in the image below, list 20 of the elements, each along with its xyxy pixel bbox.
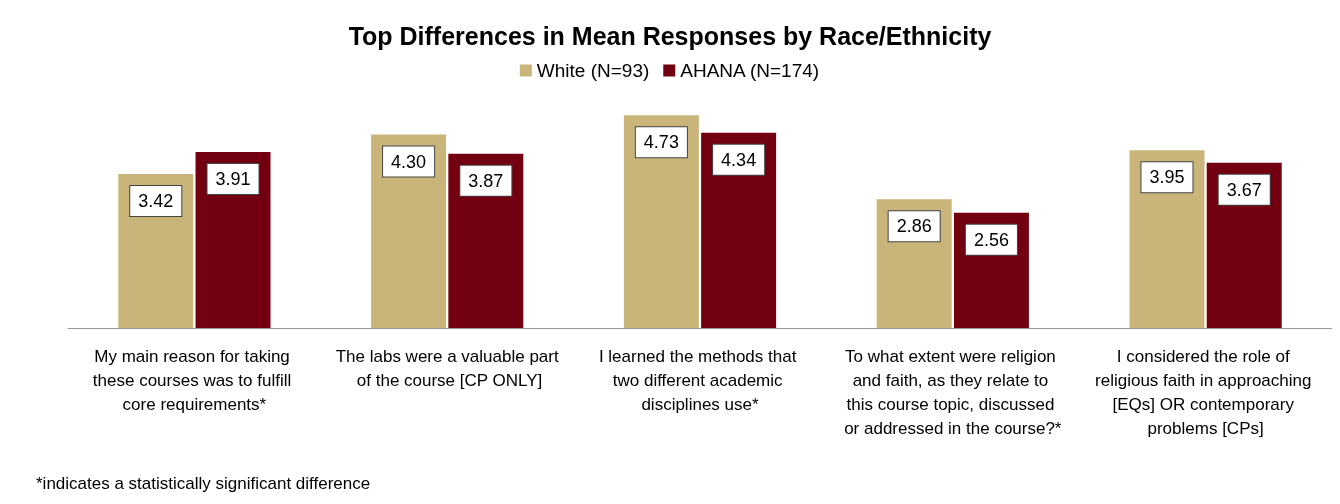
legend-label: AHANA (N=174) [680, 60, 820, 81]
x-tick-label: I considered the role of religious faith in approaching [EQs] OR contemporary problems [CPs] [1095, 346, 1317, 438]
x-tick-label: My main reason for taking these courses was to fulfill core requirements* [92, 346, 296, 414]
data-label: 4.73 [643, 132, 679, 153]
text: *indicates a statistically significant difference [36, 474, 371, 493]
data-label: 3.42 [138, 191, 174, 212]
data-label: 3.95 [1149, 167, 1185, 188]
x-tick-label: To what extent were religion and faith, as they relate to this course topic, discussed or addressed in the course?* [844, 346, 1062, 438]
data-label: 3.67 [1226, 179, 1262, 200]
chart-title: Top Differences in Mean Responses by Race/Ethnicity [348, 21, 992, 50]
data-label: 3.87 [468, 170, 504, 191]
data-label: 4.34 [721, 149, 757, 170]
x-tick-label: I learned the methods that two different academic disciplines use* [598, 346, 802, 414]
data-label: 2.86 [896, 216, 932, 237]
data-label: 4.30 [391, 151, 427, 172]
data-label: 3.91 [215, 169, 251, 190]
data-label: 2.56 [973, 229, 1009, 250]
legend-label: White (N=93) [536, 60, 650, 81]
x-tick-label: The labs were a valuable part of the course [CP ONLY] [335, 346, 559, 390]
bar [623, 115, 699, 328]
